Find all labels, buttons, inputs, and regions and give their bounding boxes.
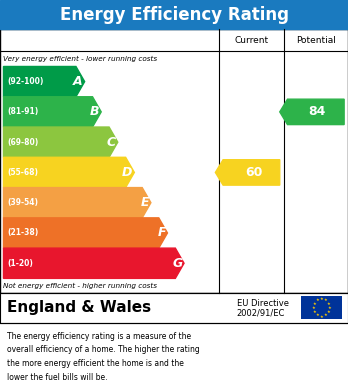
Polygon shape xyxy=(3,97,101,127)
Polygon shape xyxy=(215,160,280,185)
Text: C: C xyxy=(107,136,116,149)
Text: 60: 60 xyxy=(246,166,263,179)
Text: ★: ★ xyxy=(313,301,317,306)
Bar xyxy=(0,29,348,293)
Text: F: F xyxy=(157,226,166,239)
Text: (21-38): (21-38) xyxy=(7,228,38,237)
Bar xyxy=(301,296,342,319)
Text: The energy efficiency rating is a measure of the: The energy efficiency rating is a measur… xyxy=(7,332,191,341)
Text: Energy Efficiency Rating: Energy Efficiency Rating xyxy=(60,5,288,24)
Text: B: B xyxy=(90,106,100,118)
Text: England & Wales: England & Wales xyxy=(7,300,151,316)
Text: Potential: Potential xyxy=(296,36,336,45)
Polygon shape xyxy=(3,66,85,97)
Text: (1-20): (1-20) xyxy=(7,259,33,268)
Text: E: E xyxy=(141,196,149,209)
Bar xyxy=(0,0,348,29)
Text: D: D xyxy=(122,166,133,179)
Text: ★: ★ xyxy=(324,313,327,317)
Text: Very energy efficient - lower running costs: Very energy efficient - lower running co… xyxy=(3,56,158,62)
Text: (69-80): (69-80) xyxy=(7,138,38,147)
Polygon shape xyxy=(280,99,344,125)
Text: G: G xyxy=(172,257,182,270)
Bar xyxy=(0,293,348,323)
Text: EU Directive: EU Directive xyxy=(237,299,288,308)
Text: ★: ★ xyxy=(312,306,316,310)
Text: 84: 84 xyxy=(309,106,326,118)
Text: ★: ★ xyxy=(316,313,319,317)
Text: Not energy efficient - higher running costs: Not energy efficient - higher running co… xyxy=(3,283,158,289)
Text: ★: ★ xyxy=(316,298,319,303)
Polygon shape xyxy=(3,248,184,278)
Text: ★: ★ xyxy=(327,306,331,310)
Text: ★: ★ xyxy=(320,314,323,319)
Text: ★: ★ xyxy=(326,301,330,306)
Text: (55-68): (55-68) xyxy=(7,168,38,177)
Text: ★: ★ xyxy=(324,298,327,303)
Text: ★: ★ xyxy=(313,310,317,314)
Text: lower the fuel bills will be.: lower the fuel bills will be. xyxy=(7,373,108,382)
Text: ★: ★ xyxy=(326,310,330,314)
Text: (92-100): (92-100) xyxy=(7,77,44,86)
Text: A: A xyxy=(73,75,83,88)
Text: overall efficiency of a home. The higher the rating: overall efficiency of a home. The higher… xyxy=(7,345,200,355)
Polygon shape xyxy=(3,188,151,218)
Text: (39-54): (39-54) xyxy=(7,198,38,207)
Polygon shape xyxy=(3,218,167,248)
Text: ★: ★ xyxy=(320,297,323,301)
Text: the more energy efficient the home is and the: the more energy efficient the home is an… xyxy=(7,359,184,368)
Text: Current: Current xyxy=(234,36,269,45)
Polygon shape xyxy=(3,127,118,157)
Polygon shape xyxy=(3,157,134,188)
Text: 2002/91/EC: 2002/91/EC xyxy=(237,308,285,317)
Text: (81-91): (81-91) xyxy=(7,108,38,117)
